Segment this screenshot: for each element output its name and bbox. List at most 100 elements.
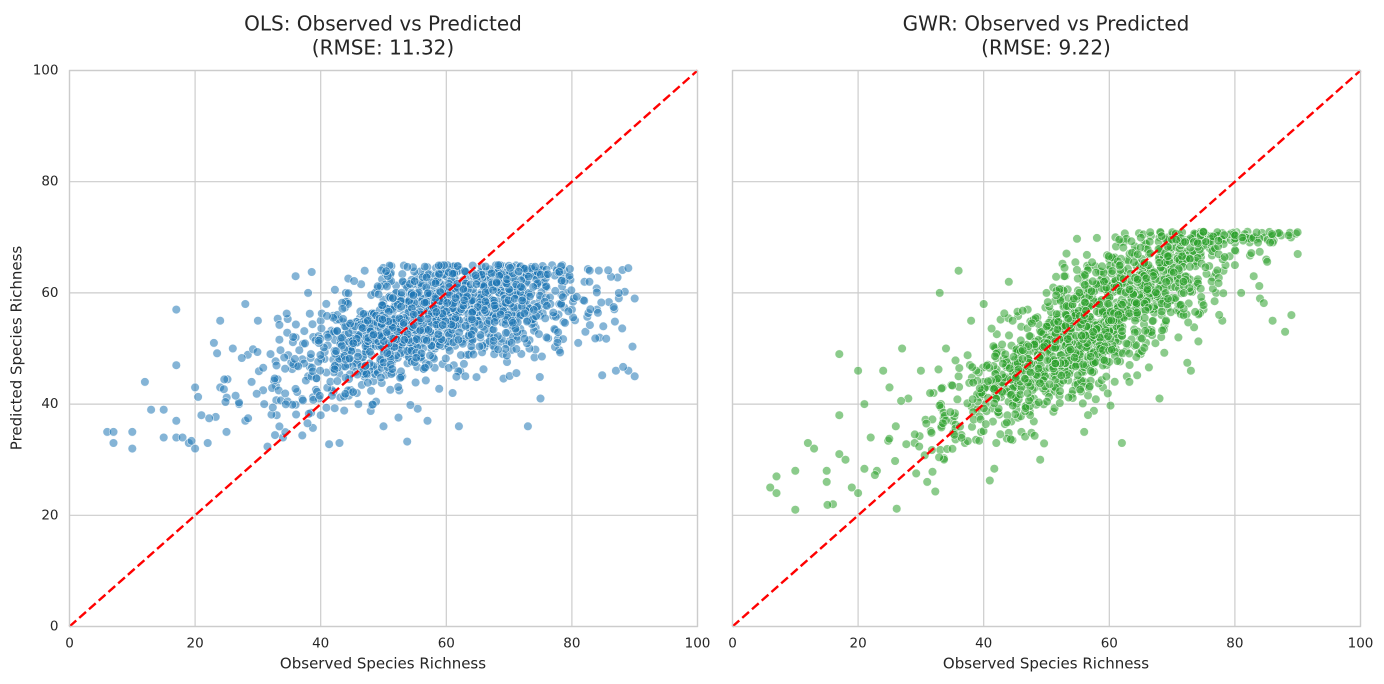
ols-point-1353 [623,263,633,273]
gwr-point-1000 [1166,307,1176,317]
ols-point-1493 [528,282,538,292]
ols-point-29 [259,399,269,409]
ols-point-1470 [453,335,464,345]
ols-y-tick-label-5: 100 [33,63,59,79]
ols-point-963 [396,288,407,298]
gwr-point-1183 [1000,349,1010,359]
ols-point-1389 [451,372,462,382]
gwr-point-1489 [1176,300,1186,310]
gwr-point-1470 [1177,251,1187,261]
gwr-point-1442 [1106,315,1116,325]
gwr-point-16 [853,488,863,498]
ols-point-1480 [535,372,545,382]
ols-point-1285 [505,263,515,273]
gwr-point-1172 [1033,364,1044,374]
gwr-point-1423 [1142,284,1152,294]
gwr-point-13 [840,455,851,465]
ols-point-1457 [280,364,290,374]
ols-point-1202 [590,333,600,344]
ols-point-1326 [478,364,489,374]
ols-point-7 [159,405,169,415]
gwr-point-1253 [1259,298,1269,308]
gwr-point-1477 [968,394,978,404]
gwr-point-1446 [1066,344,1076,355]
gwr-point-1279 [1198,300,1209,310]
ols-point-1341 [348,338,358,348]
ols-axes-frame [68,69,699,628]
ols-point-1297 [331,346,341,356]
ols-point-22 [221,427,232,437]
ols-point-1346 [338,314,348,324]
gwr-point-1392 [1253,238,1263,248]
gwr-point-1465 [1169,267,1179,278]
gwr-point-1418 [1129,257,1139,267]
ols-point-359 [411,377,421,388]
ols-point-1492 [399,335,409,345]
gwr-point-1048 [1292,227,1303,237]
ols-point-1408 [382,327,392,337]
ols-point-1155 [337,304,348,314]
gwr-point-743 [1193,336,1203,347]
gwr-point-710 [1124,360,1135,370]
gwr-point-70 [1186,366,1196,376]
gwr-point-1151 [1080,297,1090,308]
gwr-point-1391 [1200,262,1211,272]
gwr-point-1307 [1055,398,1065,408]
ols-point-1171 [268,402,278,413]
gwr-point-1437 [1137,333,1147,344]
gwr-point-1294 [990,351,1000,361]
ols-point-1260 [456,350,466,360]
ols-point-1160 [374,289,384,299]
ols-point-904 [468,349,479,360]
ols-title-line2: (RMSE: 11.32) [312,36,454,60]
ols-point-1486 [487,268,497,279]
gwr-point-1393 [998,359,1008,369]
gwr-point-1129 [947,444,958,454]
gwr-point-285 [1082,250,1092,260]
ols-point-796 [572,292,582,302]
ols-point-13 [177,432,188,443]
gwr-point-862 [1124,377,1134,387]
ols-point-1173 [552,338,563,348]
ols-point-512 [594,266,604,276]
ols-point-839 [580,327,591,337]
ols-point-1362 [395,373,405,383]
ols-point-1334 [541,281,551,291]
gwr-point-935 [1110,377,1120,387]
ols-y-tick-label-2: 40 [41,396,58,412]
ols-point-1465 [252,389,262,399]
ols-point-1488 [382,281,392,292]
ols-x-tick-label-0: 0 [65,636,74,652]
gwr-point-1175 [1147,316,1158,326]
ols-point-635 [534,329,544,339]
gwr-point-188 [914,441,924,452]
ols-point-1432 [603,265,613,275]
gwr-x-tick-label-3: 60 [1101,636,1118,652]
ols-point-1140 [373,281,383,291]
ols-point-330 [609,302,619,312]
gwr-point-353 [962,350,973,360]
ols-point-560 [441,353,451,364]
ols-point-1051 [537,351,547,362]
ols-point-1273 [279,352,289,363]
ols-point-25 [240,299,250,309]
gwr-point-1427 [1086,366,1096,376]
gwr-point-1397 [1017,354,1028,364]
gwr-point-1207 [1161,277,1171,287]
gwr-point-1326 [1185,262,1195,272]
ols-point-1413 [601,334,611,344]
ols-point-1167 [434,384,444,394]
gwr-point-1335 [1043,297,1053,307]
ols-points [102,260,640,454]
gwr-point-1297 [1196,284,1206,294]
gwr-point-46 [1041,288,1052,298]
ols-point-1111 [488,325,499,335]
gwr-point-1463 [1150,338,1160,348]
ols-point-1479 [460,266,470,276]
gwr-point-1251 [1103,299,1113,309]
ols-point-1446 [271,360,282,371]
gwr-point-1229 [1051,290,1061,300]
gwr-point-1454 [1114,261,1125,271]
ols-point-841 [243,413,253,423]
gwr-point-1360 [1103,331,1113,342]
